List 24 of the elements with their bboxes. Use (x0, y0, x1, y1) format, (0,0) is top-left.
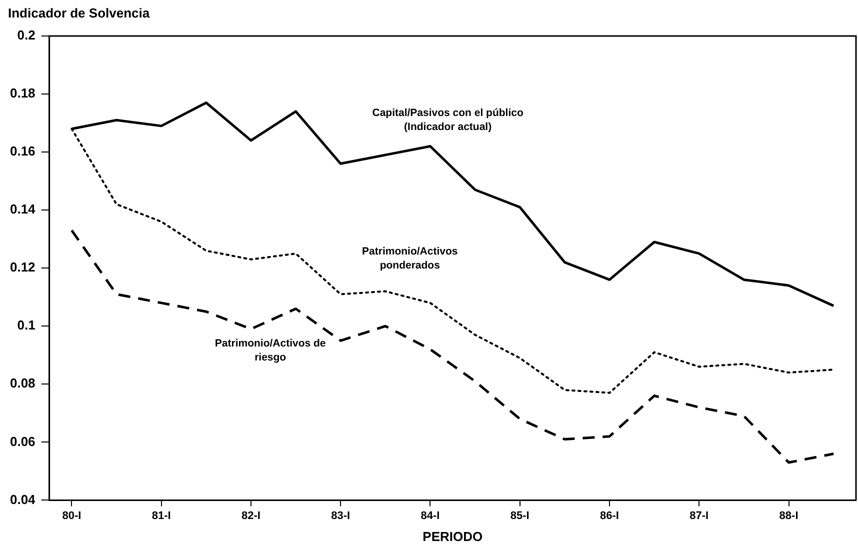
x-tick-label: 87-I (690, 510, 709, 522)
y-tick-label: 0.12 (10, 260, 36, 275)
x-tick-label: 88-I (779, 510, 798, 522)
text: Capital/Pasivos con el público (Indicador actual) (372, 106, 524, 133)
y-tick-label: 0.18 (10, 86, 36, 101)
line-series (70, 229, 835, 464)
x-tick-label: 86-I (600, 510, 619, 522)
y-tick-label: 0.14 (10, 202, 36, 217)
x-tick-label: 82-I (241, 510, 260, 522)
y-axis-title: Indicador de Solvencia (8, 6, 150, 21)
x-tick-label: 84-I (420, 510, 440, 522)
x-tick-label: 81-I (152, 510, 171, 522)
y-tick-label: 0.16 (10, 144, 36, 159)
x-axis-title: PERIODO (422, 528, 483, 544)
text: Patrimonio/Activos ponderados (362, 246, 458, 272)
y-tick-label: 0.06 (10, 434, 36, 449)
y-tick-label: 0.08 (10, 376, 36, 391)
y-tick-label: 0.1 (17, 318, 36, 333)
y-tick-label: 0.04 (10, 492, 36, 507)
x-tick-label: 83-I (331, 510, 350, 522)
y-tick-label: 0.2 (17, 28, 36, 43)
x-tick-label: 80-I (62, 510, 82, 522)
x-tick-label: 85-I (510, 510, 530, 522)
series-label: Patrimonio/Activos de riesgo (214, 338, 326, 364)
